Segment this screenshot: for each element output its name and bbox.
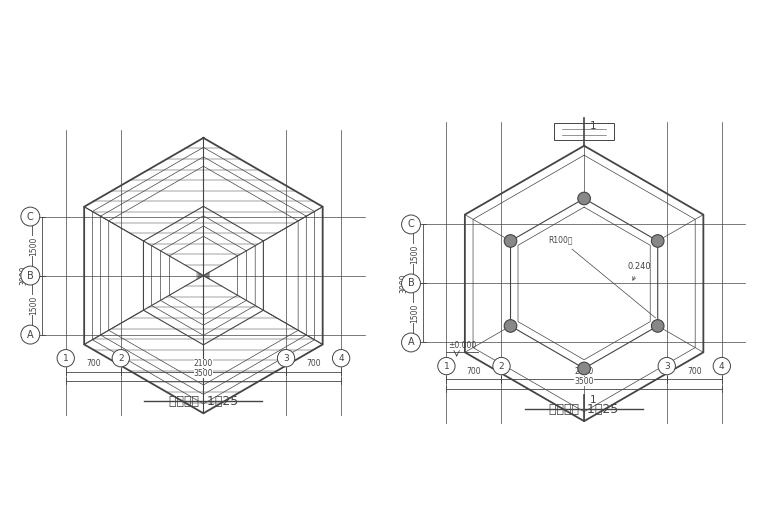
Circle shape (401, 274, 420, 293)
Text: 亭平面图  1：25: 亭平面图 1：25 (549, 403, 619, 416)
Text: 700: 700 (306, 359, 321, 368)
Text: 1500: 1500 (410, 244, 419, 264)
Text: 0.240: 0.240 (628, 262, 651, 280)
Circle shape (401, 333, 420, 352)
Bar (554, 123, 614, 140)
Circle shape (504, 320, 517, 332)
Text: 700: 700 (467, 367, 481, 376)
Circle shape (21, 325, 40, 344)
Circle shape (713, 358, 730, 375)
Circle shape (651, 235, 664, 247)
Circle shape (578, 192, 591, 205)
Text: 4: 4 (338, 353, 344, 363)
Circle shape (21, 266, 40, 285)
Circle shape (21, 207, 40, 226)
Text: 1: 1 (590, 395, 597, 405)
Text: 3: 3 (283, 353, 289, 363)
Text: 1: 1 (590, 120, 597, 130)
Text: A: A (27, 330, 33, 340)
Text: B: B (407, 278, 414, 288)
Text: 1500: 1500 (410, 304, 419, 322)
Circle shape (651, 320, 664, 332)
Text: 2100: 2100 (194, 359, 213, 368)
Text: 1500: 1500 (29, 296, 38, 315)
Text: A: A (407, 338, 414, 348)
Text: 700: 700 (86, 359, 100, 368)
Text: ±0.000: ±0.000 (448, 341, 477, 350)
Text: 4: 4 (719, 361, 724, 371)
Text: 亭顶视图  1：25: 亭顶视图 1：25 (169, 395, 238, 408)
Circle shape (277, 350, 295, 367)
Circle shape (332, 350, 350, 367)
Circle shape (578, 362, 591, 375)
Circle shape (401, 215, 420, 234)
Circle shape (57, 350, 74, 367)
Text: 3500: 3500 (575, 377, 594, 386)
Circle shape (658, 358, 676, 375)
Text: 1: 1 (63, 353, 68, 363)
Text: B: B (27, 270, 33, 280)
Text: 2: 2 (499, 361, 505, 371)
Text: 3500: 3500 (194, 369, 213, 378)
Text: 3000: 3000 (19, 266, 28, 285)
Text: 2100: 2100 (575, 367, 594, 376)
Text: 3000: 3000 (400, 274, 409, 293)
Text: C: C (407, 219, 414, 229)
Text: 3: 3 (664, 361, 670, 371)
Circle shape (112, 350, 129, 367)
Text: 700: 700 (687, 367, 701, 376)
Text: 1500: 1500 (29, 236, 38, 256)
Circle shape (492, 358, 510, 375)
Text: R100柱: R100柱 (549, 236, 656, 318)
Circle shape (504, 235, 517, 247)
Text: 1: 1 (444, 361, 449, 371)
Text: 2: 2 (118, 353, 124, 363)
Text: C: C (27, 211, 33, 221)
Circle shape (438, 358, 455, 375)
